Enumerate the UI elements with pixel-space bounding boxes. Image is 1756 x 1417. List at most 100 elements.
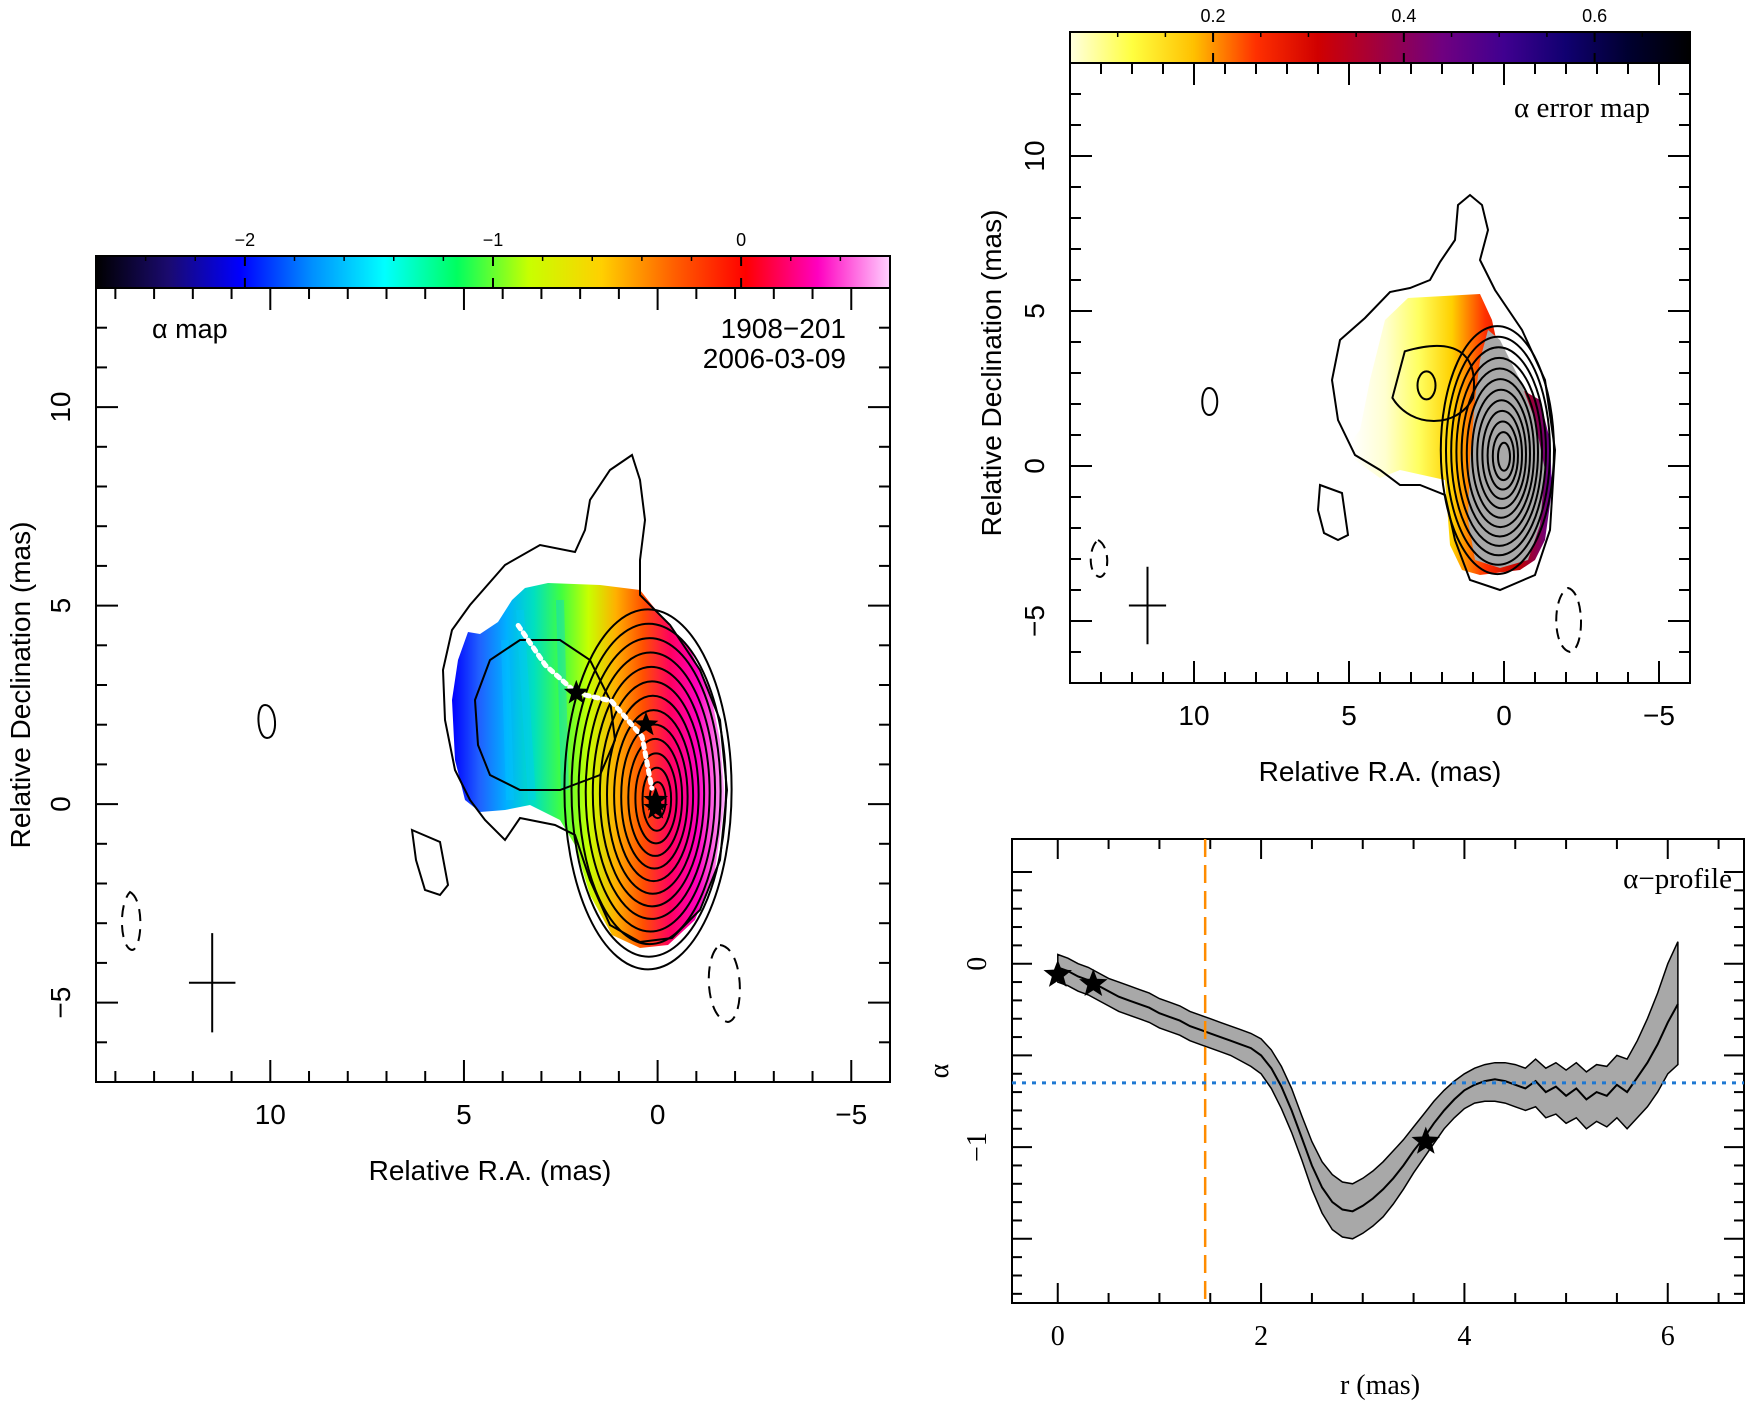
alpha-map-core-contour [641,766,673,832]
alpha-map-core-contour [577,637,722,946]
profile-xtick-label: 2 [1254,1321,1268,1352]
alpha-error-image [1089,193,1582,654]
error-colorbar [1069,31,1691,64]
alpha-map-core-contour [598,680,706,908]
alpha-map-inner-contour [473,639,617,791]
alpha-map-source-label: 1908−201 [721,313,846,344]
alpha-map-isolated-contour-left [257,703,276,740]
alpha-map-core-contour [613,709,695,883]
error-map-outer-contour [1330,193,1557,592]
error-map-ylabel: Relative Declination (mas) [976,210,1007,537]
alpha-map-date-label: 2006-03-09 [703,343,846,374]
alpha-map-star-marker [633,711,659,736]
error-map-xtick-label: 5 [1341,700,1357,731]
error-map-xlabel: Relative R.A. (mas) [1259,756,1502,787]
alpha-map-star-marker [643,795,668,819]
error-map-core-contour [1486,420,1520,491]
error-map-negative-contour-left [1089,538,1109,579]
alpha-colorbar-tick-label: −2 [235,230,256,250]
alpha-map-core-contour [584,651,717,933]
alpha-map-core-contour [627,737,684,857]
error-map-ytick-label: 10 [1019,140,1050,171]
error-map-core-contour [1460,367,1540,538]
error-map-ytick-label: 0 [1019,458,1050,474]
error-map-knot-contour [1416,370,1437,401]
alpha-map-star-marker [563,679,589,704]
profile-ytick-label: 0 [962,957,993,971]
alpha-colorbar-ticks: −2 −1 0 [95,230,891,288]
error-map-xtick-label: −5 [1643,700,1675,731]
alpha-map-negative-contour-right [707,943,741,1024]
alpha-map-stars [563,679,668,819]
error-map-core-contour [1465,378,1536,529]
profile-star-marker [1411,1126,1440,1154]
error-colorbar-tick-label: 0.6 [1582,6,1607,26]
error-map-xtick-label: 0 [1496,700,1512,731]
alpha-map-ytick-label: 0 [45,796,76,812]
profile-star-marker [1043,959,1072,987]
profile-title: α−profile [1623,863,1732,895]
profile-star-marker [1079,968,1108,996]
alpha-map-ridge-line [515,622,655,791]
alpha-map-texture [501,599,569,801]
alpha-map-core-contour [591,665,711,920]
error-map-core-contour [1491,431,1516,482]
profile-plot-area [1012,839,1744,1303]
error-colorbar-ticks: 0.2 0.4 0.6 [1069,6,1644,63]
profile-alpha-line [1057,966,1679,1213]
error-map-ytick-label: 5 [1019,303,1050,319]
error-colorbar-tick-label: 0.2 [1201,6,1226,26]
profile-error-band [1057,941,1679,1240]
alpha-map-xtick-label: −5 [835,1099,867,1130]
error-map-core-contour [1450,346,1547,557]
error-map-core-contour [1497,441,1511,472]
profile-ylabel: α [924,1063,955,1078]
alpha-map-xlabel: Relative R.A. (mas) [369,1155,612,1186]
error-map-isolated-contour-left [1201,386,1219,417]
error-map-ytick-label: −5 [1019,605,1050,637]
alpha-profile-panel: 0 2 4 6 0 −1 α−profile r (mas) α [924,838,1745,1401]
alpha-map-core-contour [620,723,689,870]
alpha-map-axis-ticks: 10 5 0 −5 −5 0 5 10 [45,287,891,1130]
error-map-axis-ticks: 10 5 0 −5 −5 0 5 10 [1019,62,1691,731]
error-colorbar-tick-label: 0.4 [1391,6,1416,26]
error-map-core-contour [1476,399,1527,510]
alpha-map-ytick-label: 5 [45,598,76,614]
alpha-error-panel: 0.2 0.4 0.6 10 5 0 −5 −5 0 5 10 α error map Relat… [976,6,1691,787]
error-map-negative-contour-right [1555,586,1582,654]
error-map-title: α error map [1514,92,1650,124]
profile-frame [1011,838,1745,1304]
error-map-jet-contour [1391,344,1475,422]
alpha-map-ridge-path [515,622,655,791]
error-map-core-contour [1455,356,1543,547]
alpha-map-outer-contour [441,453,729,944]
alpha-map-xtick-label: 5 [456,1099,472,1130]
alpha-map-beam-cross [188,933,236,1033]
error-map-core-contour [1471,388,1531,519]
profile-axis-ticks: 0 2 4 6 0 −1 [962,839,1744,1352]
error-map-grey-core [1468,330,1545,568]
alpha-map-ylabel: Relative Declination (mas) [5,522,36,849]
alpha-map-isolated-contour-south [410,828,450,897]
alpha-colorbar-tick-label: 0 [736,230,746,250]
error-map-isolated-contour-south [1316,483,1350,542]
alpha-map-negative-contour-left [120,890,142,952]
profile-xlabel: r (mas) [1340,1370,1420,1401]
alpha-map-xtick-label: 0 [650,1099,666,1130]
profile-xtick-label: 4 [1457,1321,1471,1352]
alpha-colorbar-tick-label: −1 [483,230,504,250]
alpha-map-panel: −2 −1 0 10 5 0 −5 −5 0 5 10 α map 1908−201 2006-0… [5,230,891,1186]
error-map-core-contour [1445,335,1551,566]
alpha-map-image [120,453,741,1033]
alpha-map-xtick-label: 10 [255,1099,286,1130]
error-map-beam-cross [1128,566,1167,645]
alpha-map-title: α map [152,314,228,344]
alpha-map-core-contour [606,694,700,895]
profile-ytick-label: −1 [962,1132,993,1162]
error-map-xtick-label: 10 [1178,700,1209,731]
profile-xtick-label: 0 [1051,1321,1065,1352]
alpha-map-ytick-label: 10 [45,392,76,423]
alpha-map-ytick-label: −5 [45,987,76,1019]
profile-xtick-label: 6 [1661,1321,1675,1352]
